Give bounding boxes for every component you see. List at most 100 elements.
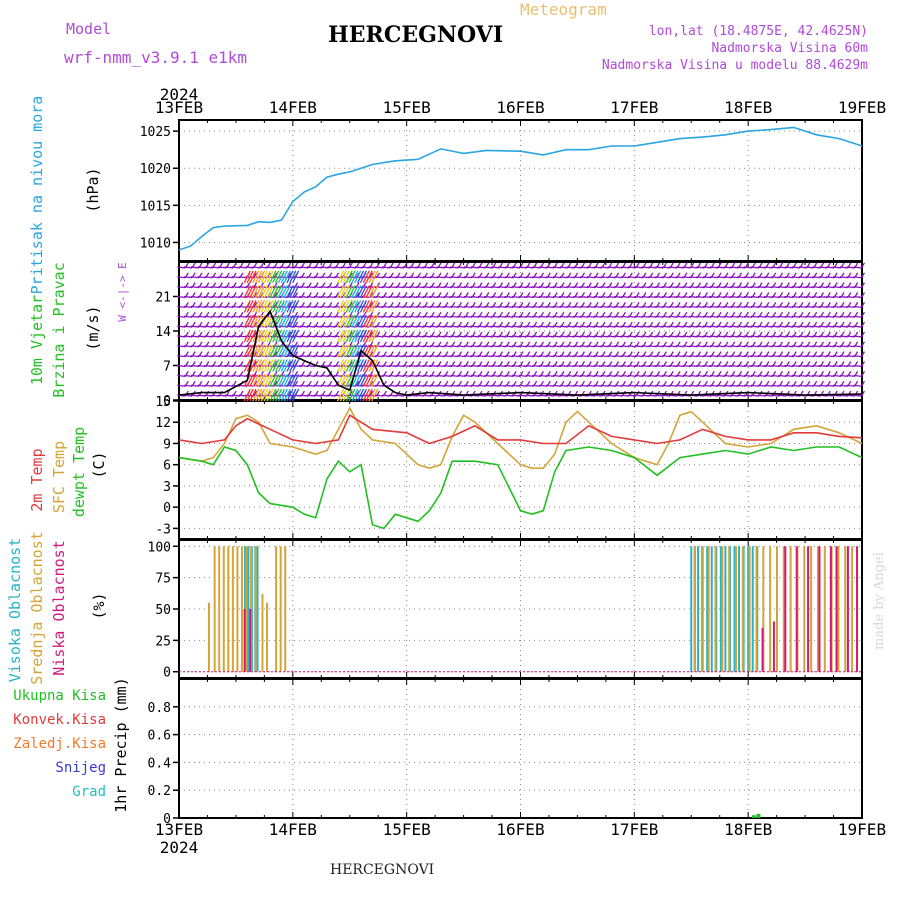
wind-barb	[252, 374, 261, 378]
wind-barb	[586, 285, 596, 289]
2m-temp-line	[178, 414, 863, 445]
wind-barb	[723, 266, 732, 269]
wind-barb	[839, 364, 848, 368]
wind-barb	[709, 315, 719, 318]
wind-barb-strong	[368, 329, 376, 343]
wind-barb	[621, 315, 630, 318]
wind-barb-strong	[275, 359, 283, 372]
wind-barb	[593, 285, 602, 289]
wind-barb	[272, 384, 281, 387]
wind-barb	[443, 335, 452, 338]
wind-barb	[764, 354, 773, 358]
wind-barb	[580, 335, 589, 338]
wind-barb	[682, 384, 691, 387]
wind-barb-strong	[339, 270, 348, 284]
wind-barb	[375, 354, 384, 358]
wind-barb	[375, 394, 384, 397]
wind-barb-strong	[243, 344, 251, 358]
wind-barb	[839, 315, 848, 318]
wind-barb	[778, 325, 787, 328]
wind-barb	[491, 394, 500, 397]
wind-barb	[634, 276, 643, 279]
wind-barb	[416, 315, 425, 318]
wind-barb-strong	[260, 388, 268, 402]
wind-barb	[477, 384, 486, 387]
wind-barb	[491, 305, 500, 309]
wind-barb	[395, 305, 404, 309]
wind-barb	[573, 295, 582, 299]
wind-barb	[860, 380, 866, 387]
wind-barb	[812, 364, 821, 368]
wind-barb	[791, 354, 801, 358]
wind-barb	[320, 335, 329, 338]
wind-barb-strong	[368, 270, 376, 284]
wind-barb	[757, 295, 766, 299]
wind-barb	[436, 285, 445, 289]
wind-speed-line	[178, 309, 863, 396]
wind-barb	[709, 384, 719, 387]
wind-barb	[832, 345, 842, 348]
wind-barb	[655, 354, 664, 358]
wind-barb	[723, 295, 732, 299]
wind-barb-strong	[345, 300, 353, 313]
wind-barb	[259, 394, 268, 397]
wind-barb-strong	[283, 373, 291, 387]
wind-barb-strong	[263, 344, 271, 358]
wind-barb	[607, 384, 616, 387]
wind-barb-strong	[266, 373, 274, 387]
wind-barb	[190, 305, 200, 309]
wind-barb-strong	[356, 300, 365, 313]
wind-barb-strong	[260, 359, 268, 372]
wind-barb	[429, 384, 439, 387]
wind-barb	[218, 276, 227, 279]
wind-barb	[443, 315, 452, 318]
wind-barb	[395, 315, 404, 318]
wind-barb	[368, 345, 377, 348]
wind-barb	[798, 354, 807, 358]
wind-barb	[498, 276, 507, 279]
wind-barb	[750, 394, 760, 397]
wind-barb-strong	[368, 344, 376, 358]
wind-barb	[443, 266, 452, 269]
wind-barb	[546, 335, 555, 338]
wind-barb	[320, 295, 329, 299]
wind-barb	[682, 295, 691, 299]
wind-barb	[668, 276, 678, 279]
wind-barb	[853, 394, 862, 397]
wind-barb	[300, 364, 309, 368]
wind-barb	[709, 354, 719, 358]
wind-barb	[757, 394, 766, 397]
wind-barb	[518, 384, 527, 387]
wind-barb	[211, 266, 220, 269]
wind-barb	[709, 276, 719, 279]
wind-barb	[682, 374, 691, 378]
wind-barb	[505, 276, 514, 279]
wind-barb	[730, 285, 739, 289]
wind-barb	[436, 335, 445, 338]
wind-barb	[511, 364, 521, 368]
wind-barb	[313, 384, 322, 387]
wind-barb	[826, 335, 835, 338]
wind-barb	[334, 394, 343, 397]
wind-barb-strong	[252, 300, 260, 313]
wind-barb	[641, 305, 650, 309]
wind-barb	[641, 315, 650, 318]
wind-barb	[225, 325, 234, 328]
wind-barb	[600, 305, 609, 309]
wind-barb	[511, 276, 521, 279]
x-year-bottom: 2024	[160, 838, 199, 857]
wind-barb	[327, 325, 336, 328]
wind-barb	[716, 384, 725, 387]
wind-barb	[853, 276, 862, 279]
wind-barb	[559, 384, 568, 387]
wind-barb	[368, 285, 377, 289]
wind-barb	[723, 364, 732, 368]
wind-barb	[696, 305, 705, 309]
wind-barb	[300, 325, 309, 328]
wind-barb	[586, 266, 596, 269]
wind-barb-strong	[351, 314, 359, 328]
wind-barb	[491, 276, 500, 279]
page-title: HERCEGNOVI	[328, 22, 504, 48]
wind-barb	[218, 354, 227, 358]
